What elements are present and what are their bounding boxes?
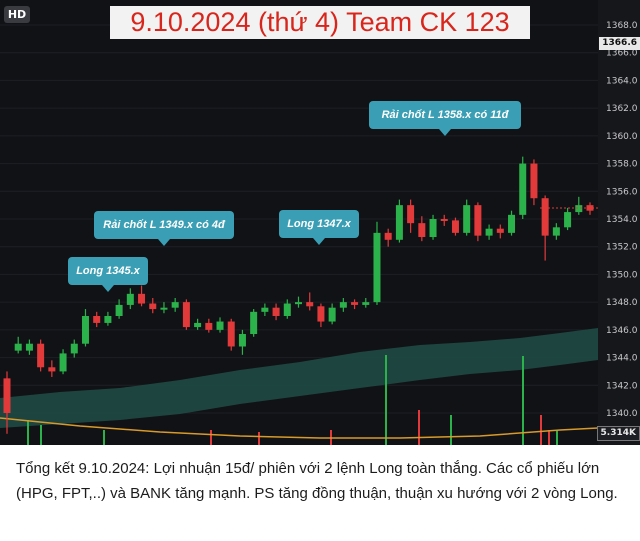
- price-tick-label: 1356.0: [606, 187, 638, 197]
- price-tick-label: 1350.0: [606, 270, 638, 280]
- candle-body: [429, 219, 437, 238]
- candle-body: [261, 307, 269, 312]
- candle-body: [25, 343, 33, 351]
- volume-bar: [103, 430, 105, 445]
- volume-bar: [385, 355, 387, 445]
- candle-body: [306, 302, 314, 307]
- price-tick-label: 1354.0: [606, 215, 638, 225]
- candle-body: [14, 343, 22, 351]
- caption-text: Tổng kết 9.10.2024: Lợi nhuận 15đ/ phiên…: [16, 460, 618, 502]
- candle-body: [59, 353, 67, 372]
- moving-average-line: [0, 417, 599, 439]
- price-tick-label: 1340.0: [606, 409, 638, 419]
- volume-bar: [27, 420, 29, 445]
- candle-body: [440, 219, 448, 221]
- candle-body: [138, 293, 146, 304]
- price-axis-bg: [598, 0, 640, 445]
- candle-body: [205, 322, 213, 330]
- price-tick-label: 1364.0: [606, 76, 638, 86]
- callout-long-2: Long 1347.x: [279, 210, 359, 245]
- chart-area: 1368.0 1366.0 1364.0 1362.0 1360.0 1358.0 1356…: [0, 0, 640, 445]
- volume-bar: [522, 356, 524, 445]
- volume-tag: 5.314K: [596, 426, 640, 441]
- candle-body: [339, 302, 347, 308]
- volume-bar: [450, 415, 452, 445]
- candle-body: [384, 232, 392, 240]
- candle-body: [418, 223, 426, 238]
- candle-body: [395, 205, 403, 240]
- candle-body: [149, 303, 157, 310]
- hd-badge[interactable]: HD: [4, 6, 30, 23]
- chart-title: 9.10.2024 (thứ 4) Team CK 123: [110, 6, 530, 39]
- candle-body: [93, 316, 101, 323]
- candle-body: [238, 334, 246, 347]
- candle-body: [283, 303, 291, 316]
- candle-body: [295, 302, 302, 305]
- callout-take-profit-2: Rải chốt L 1358.x có 11đ: [369, 101, 521, 136]
- ichimoku-cloud: [0, 328, 598, 428]
- candle-body: [3, 378, 11, 413]
- summary-caption: Tổng kết 9.10.2024: Lợi nhuận 15đ/ phiên…: [0, 445, 640, 541]
- volume-bar: [556, 430, 558, 445]
- candle-body: [272, 307, 280, 316]
- volume-bar: [258, 432, 260, 445]
- price-tick-label: 1368.0: [606, 21, 638, 31]
- price-tick-label: 1346.0: [606, 326, 638, 336]
- candle-body: [407, 205, 415, 224]
- candle-body: [530, 163, 538, 199]
- volume-bar: [418, 410, 420, 445]
- candle-body: [250, 311, 258, 335]
- candle-body: [362, 302, 370, 305]
- candle-body: [104, 316, 112, 323]
- candle-body: [37, 343, 45, 368]
- candle-body: [171, 302, 179, 308]
- volume-bar: [40, 425, 42, 445]
- candle-body: [575, 205, 583, 213]
- candle-body: [182, 302, 190, 328]
- candle-body: [474, 205, 482, 236]
- candle-body: [160, 307, 168, 310]
- candle-body: [115, 304, 123, 316]
- candle-body: [451, 220, 459, 233]
- callout-take-profit-1: Rải chốt L 1349.x có 4đ: [94, 211, 234, 246]
- price-tick-label: 1352.0: [606, 243, 638, 253]
- price-tick-label: 1358.0: [606, 160, 638, 170]
- candle-body: [564, 212, 572, 228]
- volume-bar: [548, 430, 550, 445]
- candle-body: [508, 214, 516, 233]
- candle-body: [216, 321, 224, 330]
- candle-body: [373, 232, 381, 303]
- price-tick-label: 1362.0: [606, 104, 638, 114]
- candle-body: [541, 198, 549, 236]
- current-price-tag: 1366.6: [599, 37, 640, 50]
- callout-long-1: Long 1345.x: [68, 257, 148, 292]
- candle-body: [485, 228, 493, 236]
- candle-body: [552, 227, 560, 236]
- price-tick-label: 1344.0: [606, 354, 638, 364]
- candle-body: [328, 307, 336, 322]
- candle-body: [351, 302, 359, 305]
- price-tick-label: 1348.0: [606, 298, 638, 308]
- candle-body: [126, 293, 134, 305]
- candle-body: [519, 163, 527, 215]
- candlestick-chart: 1368.0 1366.0 1364.0 1362.0 1360.0 1358.0 1356…: [0, 0, 640, 445]
- price-tick-label: 1360.0: [606, 132, 638, 142]
- candle-body: [70, 343, 78, 354]
- candle-body: [227, 321, 235, 347]
- price-tick-label: 1366.0: [606, 49, 638, 59]
- volume-bar: [210, 430, 212, 445]
- candle-body: [317, 306, 325, 322]
- candle-body: [463, 205, 471, 233]
- candle-body: [81, 316, 89, 344]
- price-tick-label: 1342.0: [606, 381, 638, 391]
- candle-body: [194, 322, 202, 328]
- volume-bar: [540, 415, 542, 445]
- candle-body: [496, 228, 504, 233]
- candle-body: [48, 367, 56, 372]
